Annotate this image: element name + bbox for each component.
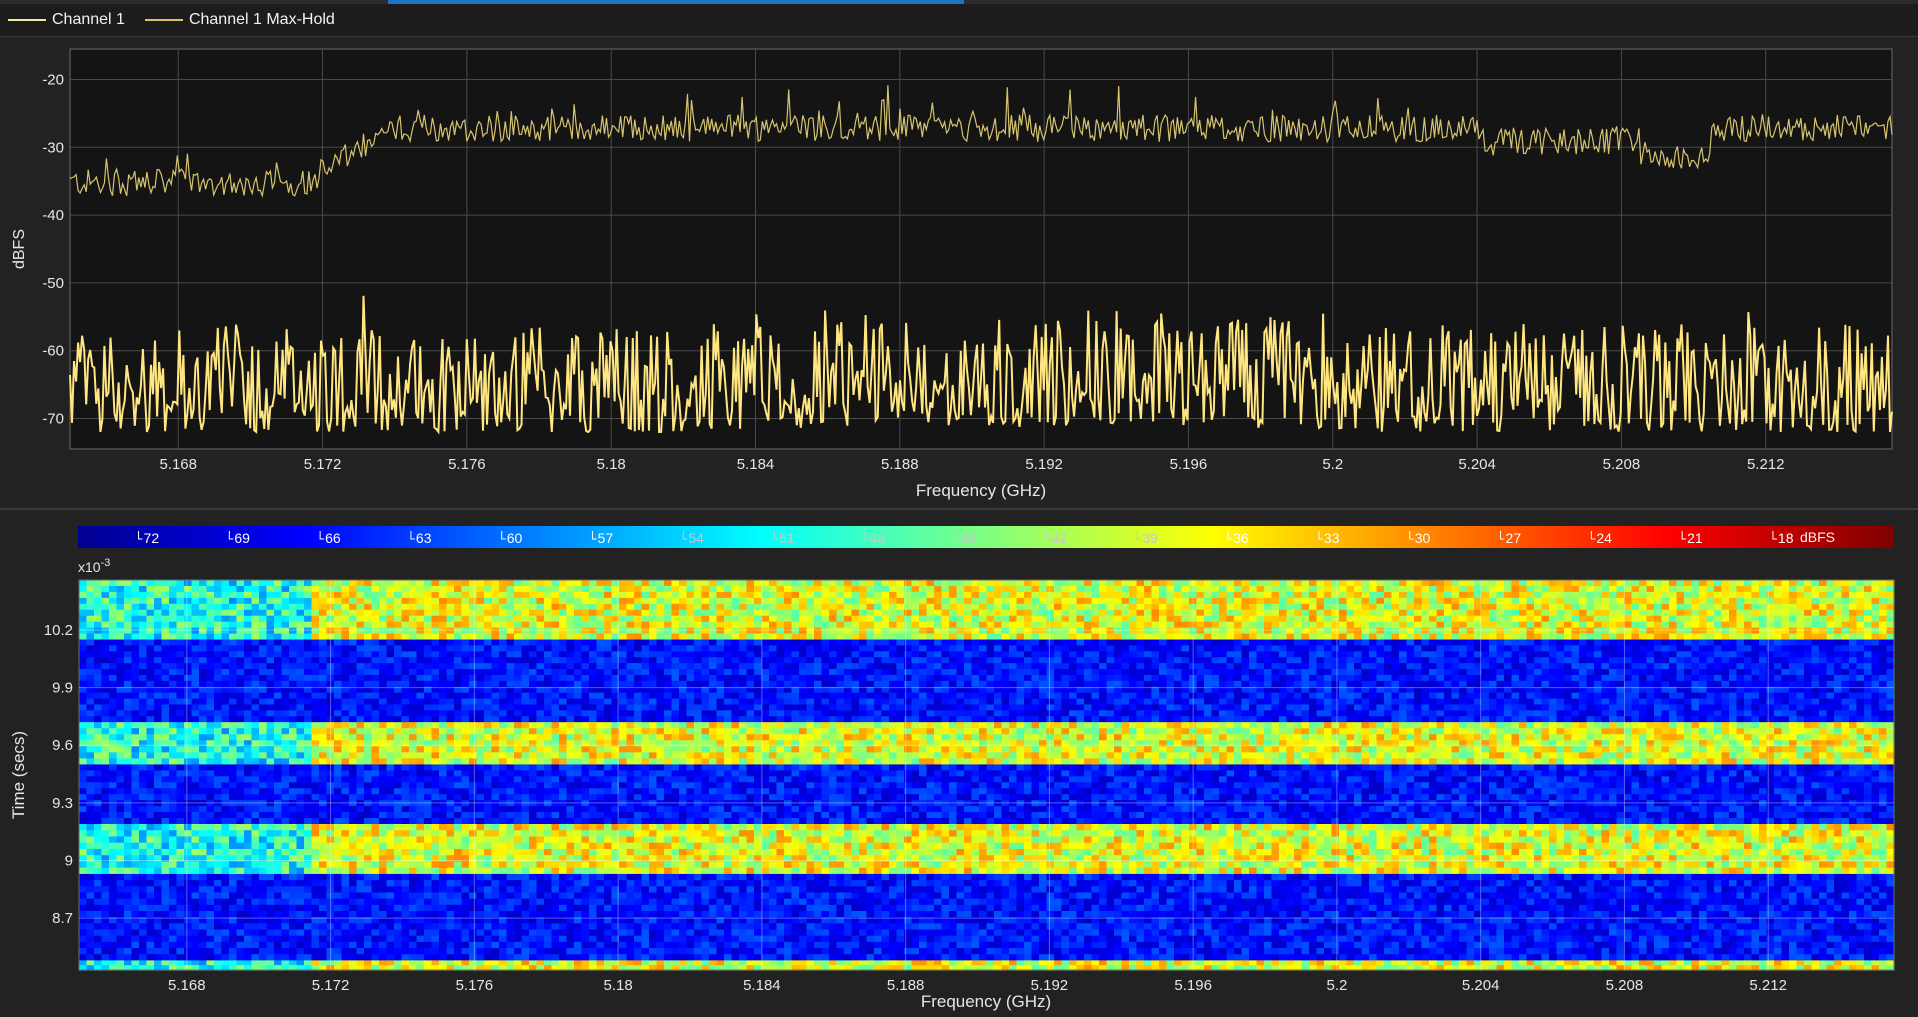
spectrum-x-tick-label: 5.208: [1603, 456, 1641, 473]
spectrum-y-ticks: -20 -30 -40 -50 -60 -70: [42, 72, 64, 428]
spectrogram-y-tick-label: 10.2: [44, 622, 73, 639]
spectrum-x-ticks: 5.168 5.172 5.176 5.18 5.184 5.188 5.192 5.196 5…: [159, 456, 1784, 473]
colorbar-tick-label: 60: [507, 530, 523, 546]
spectrogram-x-tick-label: 5.2: [1326, 977, 1347, 994]
colorbar-tick-label: 21: [1687, 530, 1703, 546]
colorbar-tick-label: 27: [1506, 530, 1522, 546]
colorbar-tick-label: 63: [416, 530, 432, 546]
colorbar-tick-label: 51: [779, 530, 795, 546]
spectrogram-x-tick-label: 5.172: [312, 977, 350, 994]
spectrum-y-tick-label: -30: [42, 139, 64, 156]
spectrogram-x-tick-label: 5.168: [168, 977, 206, 994]
colorbar-tick-label: 54: [688, 530, 704, 546]
spectrogram-y-tick-label: 9.6: [52, 737, 73, 754]
spectrum-y-tick-label: -20: [42, 72, 64, 89]
colorbar-tick-label: 72: [144, 530, 160, 546]
colorbar-tick-label: 36: [1233, 530, 1249, 546]
spectrum-chart: -20-30-40-50-60-70 5.168 5.172 5.176 5.18 5.…: [0, 0, 1918, 508]
colorbar-tick-label: 18: [1778, 530, 1794, 546]
spectrogram-x-tick-label: 5.18: [604, 977, 633, 994]
colorbar-tick-label: 69: [234, 530, 250, 546]
time-multiplier: x10-3: [78, 557, 110, 575]
spectrum-x-tick-label: 5.172: [304, 456, 342, 473]
spectrogram-x-tick-label: 5.176: [456, 977, 494, 994]
colorbar-tick-label: 42: [1052, 530, 1068, 546]
colorbar: [78, 526, 1894, 548]
colorbar-tick-label: 33: [1324, 530, 1340, 546]
spectrum-x-tick-label: 5.2: [1322, 456, 1343, 473]
spectrogram-x-tick-label: 5.188: [887, 977, 925, 994]
spectrogram-x-tick-label: 5.184: [743, 977, 781, 994]
spectrogram-image: [79, 580, 1895, 971]
colorbar-tick-label: 45: [961, 530, 977, 546]
spectrum-x-tick-label: 5.18: [597, 456, 626, 473]
spectrogram-chart: 72 69 66 63 60 57 54 51 48 45 42 39 36 33 30 27 24 21 18 d…: [0, 510, 1918, 1017]
colorbar-tick-label: 24: [1596, 530, 1612, 546]
spectrum-y-tick-label: -60: [42, 343, 64, 360]
colorbar-tick-label: 30: [1415, 530, 1431, 546]
time-multiplier-base: x10: [78, 559, 101, 575]
spectrogram-y-tick-label: 9: [65, 852, 73, 869]
spectrum-x-tick-label: 5.184: [737, 456, 775, 473]
spectrogram-y-ticks: 10.2 9.9 9.6 9.3 9 8.7: [44, 622, 73, 927]
spectrum-x-tick-label: 5.204: [1458, 456, 1496, 473]
colorbar-tick-label: 48: [870, 530, 886, 546]
spectrogram-x-axis-label: Frequency (GHz): [921, 992, 1051, 1011]
spectrogram-x-tick-label: 5.212: [1749, 977, 1787, 994]
spectrum-x-axis-label: Frequency (GHz): [916, 481, 1046, 500]
spectrum-x-tick-label: 5.196: [1170, 456, 1208, 473]
spectrum-y-tick-label: -70: [42, 410, 64, 427]
spectrum-x-tick-label: 5.176: [448, 456, 486, 473]
spectrum-y-tick-label: -50: [42, 275, 64, 292]
spectrogram-y-tick-label: 9.9: [52, 680, 73, 697]
colorbar-tick-label: 57: [598, 530, 614, 546]
spectrum-x-tick-label: 5.168: [159, 456, 197, 473]
colorbar-tick-label: 66: [325, 530, 341, 546]
spectrogram-y-tick-label: 9.3: [52, 795, 73, 812]
spectrogram-y-tick-label: 8.7: [52, 910, 73, 927]
spectrum-x-tick-label: 5.192: [1025, 456, 1063, 473]
colorbar-unit: dBFS: [1800, 529, 1835, 545]
spectrum-x-tick-label: 5.188: [881, 456, 919, 473]
spectrum-y-tick-label: -40: [42, 207, 64, 224]
spectrum-y-axis-label: dBFS: [11, 229, 28, 269]
spectrum-x-tick-label: 5.212: [1747, 456, 1785, 473]
colorbar-tick-label: 39: [1142, 530, 1158, 546]
spectrogram-y-axis-label: Time (secs): [9, 731, 28, 819]
spectrogram-x-tick-label: 5.208: [1606, 977, 1644, 994]
spectrogram-x-tick-label: 5.204: [1462, 977, 1500, 994]
time-multiplier-exponent: -3: [101, 557, 111, 569]
spectrogram-x-tick-label: 5.196: [1174, 977, 1212, 994]
